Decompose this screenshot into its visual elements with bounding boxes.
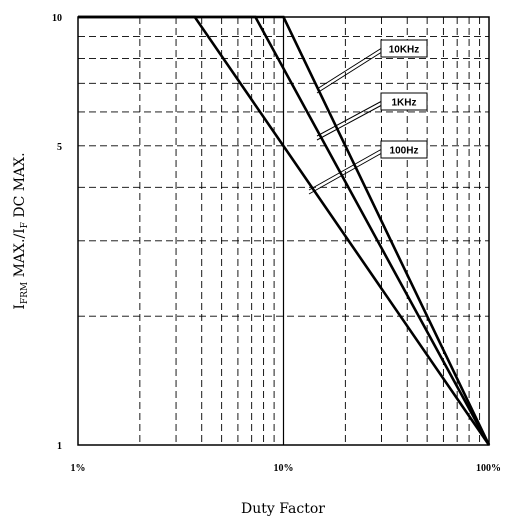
y-axis-title-subscript: FRM: [20, 282, 30, 304]
y-axis-title-subscript: F: [20, 222, 30, 228]
series-label-10khz: 10KHz: [316, 39, 428, 94]
y-axis-title-part: I: [12, 304, 28, 310]
leader-line: [316, 48, 382, 90]
series-label-100hz: 100Hz: [308, 140, 428, 195]
x-axis-title: Duty Factor: [241, 501, 325, 517]
y-axis-title-part: MAX./I: [12, 228, 28, 282]
leader-line: [316, 105, 382, 141]
x-tick-label: 1%: [71, 463, 86, 474]
series-label-text: 1KHz: [391, 98, 416, 109]
leader-line: [308, 153, 382, 195]
y-tick-label: 5: [57, 142, 62, 153]
x-tick-label: 100%: [476, 463, 501, 474]
series-label-1khz: 1KHz: [316, 92, 428, 141]
leader-line: [308, 149, 382, 191]
series-label-text: 10KHz: [389, 45, 420, 56]
leader-line: [316, 52, 382, 94]
series-labels: 10KHz 1KHz 100Hz: [308, 39, 428, 195]
series-line-100hz: [78, 15, 491, 446]
x-tick-labels: 1% 10% 100%: [71, 463, 502, 474]
series-label-text: 100Hz: [390, 146, 419, 157]
leader-line: [316, 101, 382, 137]
x-tick-label: 10%: [274, 463, 294, 474]
grid: [78, 17, 489, 445]
y-tick-label: 10: [52, 13, 62, 24]
series-lines: [78, 15, 491, 446]
y-axis-title-part: DC MAX.: [12, 152, 28, 222]
y-axis-title: IFRM MAX./IF DC MAX.: [12, 152, 30, 309]
y-tick-label: 1: [57, 441, 62, 452]
